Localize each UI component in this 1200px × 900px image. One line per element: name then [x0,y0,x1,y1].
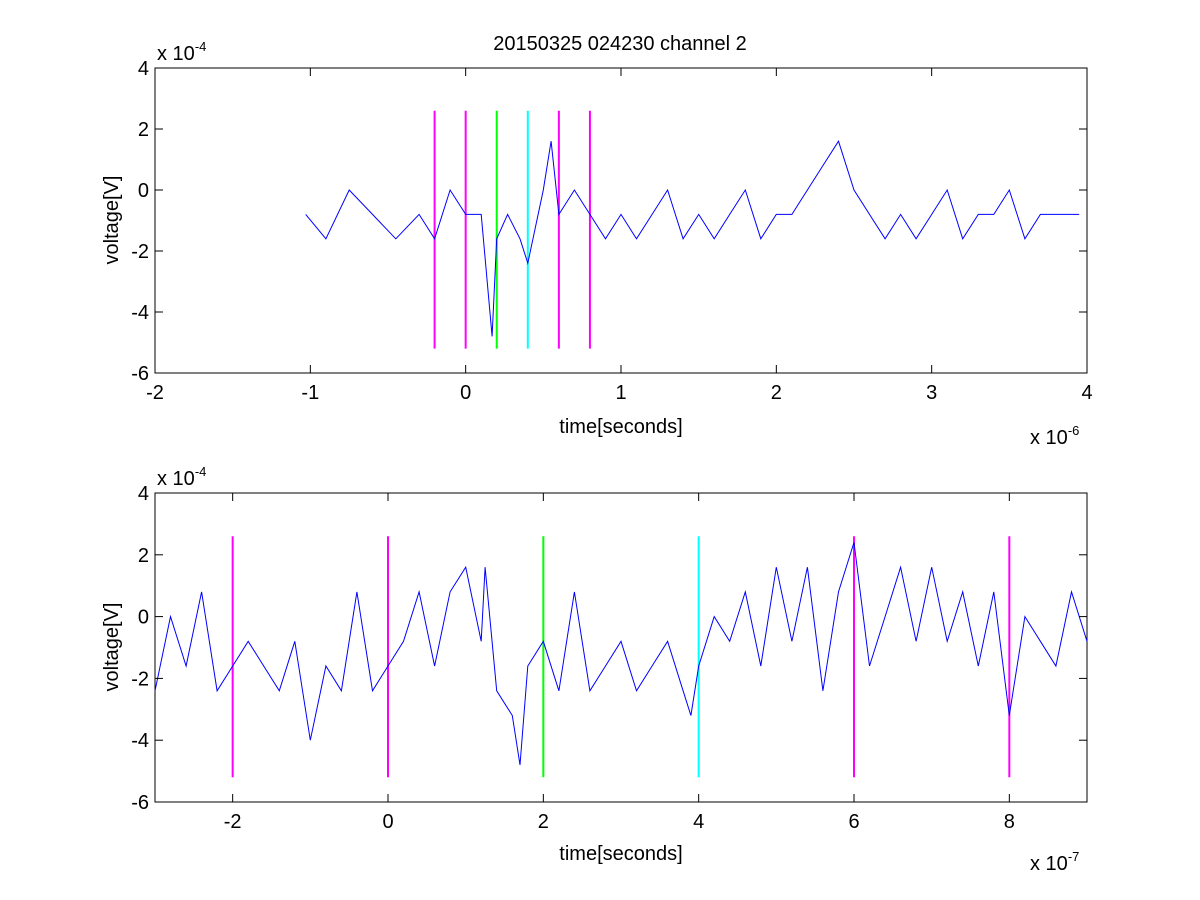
plot-top-ticks: -2 -1 0 1 2 3 4 4 2 0 -2 -4 -6 [131,58,1092,404]
figure-title: 20150325 024230 channel 2 [493,33,747,55]
y-tick-label: -2 [131,241,149,263]
plot-bottom-y-exponent: x 10-4 [157,464,206,490]
x-tick-label: 2 [538,811,549,833]
plot-bottom-x-exponent: x 10-7 [1030,849,1079,875]
plot-top: -2 -1 0 1 2 3 4 4 2 0 -2 -4 -6 time[seconds] voltage… [101,39,1093,449]
y-tick-label: 0 [138,180,149,202]
x-tick-label: 1 [615,382,626,404]
x-tick-label: 6 [848,811,859,833]
y-tick-label: -4 [131,302,149,324]
plot-top-series [305,140,1080,337]
x-tick-label: 4 [693,811,704,833]
plot-top-frame [154,67,1088,374]
x-tick-label: 2 [771,382,782,404]
x-tick-label: -1 [301,382,319,404]
plot-top-x-exponent: x 10-6 [1030,423,1079,449]
x-tick-label: 0 [382,811,393,833]
plot-bottom-ticks: -2 0 2 4 6 8 4 2 0 -2 -4 -6 [131,483,1087,833]
x-tick-label: -2 [224,811,242,833]
plot-bottom-frame [154,492,1088,803]
y-tick-label: -2 [131,668,149,690]
y-tick-label: -4 [131,730,149,752]
y-tick-label: -6 [131,363,149,385]
plot-bottom-ylabel: voltage[V] [101,603,123,692]
y-tick-label: 4 [138,58,149,80]
x-tick-label: -2 [146,382,164,404]
plot-bottom-xlabel: time[seconds] [559,843,682,865]
x-tick-label: 4 [1081,382,1092,404]
plot-top-y-exponent: x 10-4 [157,39,206,65]
x-tick-label: 3 [926,382,937,404]
y-tick-label: 0 [138,607,149,629]
plot-top-xlabel: time[seconds] [559,416,682,438]
plot-top-vlines [433,110,591,349]
y-tick-label: -6 [131,792,149,814]
plot-bottom-series [154,542,1088,765]
plot-top-ylabel: voltage[V] [101,176,123,265]
x-tick-label: 0 [460,382,471,404]
y-tick-label: 2 [138,119,149,141]
y-tick-label: 2 [138,545,149,567]
plot-bottom-vlines [231,536,1011,778]
x-tick-label: 8 [1004,811,1015,833]
y-tick-label: 4 [138,483,149,505]
plot-bottom: -2 0 2 4 6 8 4 2 0 -2 -4 -6 time[seconds] voltage[V… [101,464,1088,875]
